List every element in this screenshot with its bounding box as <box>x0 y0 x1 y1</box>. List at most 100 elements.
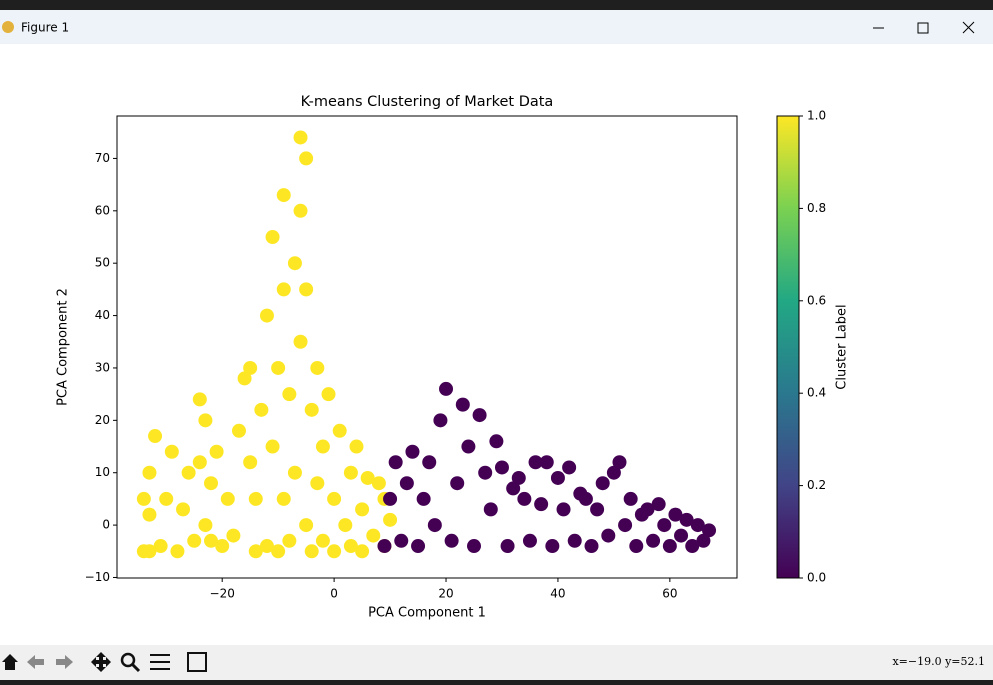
scatter-point <box>226 528 241 543</box>
scatter-point <box>243 455 258 470</box>
scatter-point <box>259 308 274 323</box>
scatter-point <box>181 465 196 480</box>
scatter-point <box>299 282 314 297</box>
scatter-point <box>556 502 571 517</box>
window-title: Figure 1 <box>21 21 69 35</box>
scatter-point <box>674 528 689 543</box>
scatter-point <box>243 360 258 375</box>
scatter-point <box>489 434 504 449</box>
scatter-point <box>276 188 291 203</box>
scatter-point <box>310 360 325 375</box>
scatter-point <box>478 465 493 480</box>
y-tick-label: 30 <box>95 360 110 374</box>
home-button[interactable] <box>2 654 18 670</box>
scatter-point <box>623 491 638 506</box>
scatter-point <box>254 402 269 417</box>
scatter-point <box>153 539 168 554</box>
scatter-point <box>646 533 661 548</box>
colorbar-tick-label: 0.8 <box>807 201 826 215</box>
scatter-point <box>567 533 582 548</box>
scatter-point <box>702 523 717 538</box>
maximize-button[interactable] <box>917 22 929 34</box>
y-tick-label: 60 <box>95 203 110 217</box>
x-tick-label: −20 <box>210 587 235 601</box>
scatter-point <box>265 439 280 454</box>
scatter-point <box>427 518 442 533</box>
scatter-point <box>304 402 319 417</box>
scatter-point <box>433 413 448 428</box>
scatter-point <box>299 151 314 166</box>
scatter-point <box>472 408 487 423</box>
colorbar-tick-label: 0.4 <box>807 386 826 400</box>
scatter-point <box>276 491 291 506</box>
scatter-point <box>662 539 677 554</box>
scatter-point <box>640 502 655 517</box>
scatter-point <box>651 497 666 512</box>
scatter-point <box>198 413 213 428</box>
scatter-point <box>360 470 375 485</box>
scatter-point <box>276 282 291 297</box>
x-axis-label: PCA Component 1 <box>368 606 486 621</box>
scatter-point <box>299 518 314 533</box>
x-tick-label: 20 <box>438 587 453 601</box>
scatter-point <box>467 539 482 554</box>
scatter-point <box>282 533 297 548</box>
scatter-point <box>511 470 526 485</box>
scatter-point <box>690 518 705 533</box>
y-tick-label: 50 <box>95 256 110 270</box>
scatter-point <box>237 371 252 386</box>
scatter-point <box>192 455 207 470</box>
colorbar-tick-label: 1.0 <box>807 109 826 123</box>
pan-button[interactable] <box>91 652 111 672</box>
back-button[interactable] <box>27 655 44 669</box>
scatter-point <box>204 476 219 491</box>
colorbar-tick-label: 0.0 <box>807 571 826 585</box>
scatter-point <box>601 528 616 543</box>
scatter-point <box>383 512 398 527</box>
scatter-point <box>142 544 157 559</box>
scatter-point <box>327 491 342 506</box>
zoom-button[interactable] <box>120 652 136 668</box>
scatter-point <box>209 444 224 459</box>
forward-button[interactable] <box>56 655 73 669</box>
scatter-point <box>271 544 286 559</box>
toolbar-icons <box>2 652 207 673</box>
scatter-point <box>332 423 347 438</box>
scatter-point <box>455 397 470 412</box>
colorbar-label: Cluster Label <box>835 304 850 389</box>
scatter-point <box>483 502 498 517</box>
y-tick-label: 20 <box>95 413 110 427</box>
scatter-point <box>416 491 431 506</box>
x-tick-label: 60 <box>662 587 677 601</box>
y-axis-label: PCA Component 2 <box>56 288 71 406</box>
toolbar <box>0 645 993 680</box>
close-button[interactable] <box>962 21 975 34</box>
scatter-point <box>388 455 403 470</box>
scatter-point <box>164 444 179 459</box>
x-tick-label: 0 <box>330 587 338 601</box>
scatter-point <box>321 387 336 402</box>
y-tick-label: 70 <box>95 151 110 165</box>
scatter-point <box>562 460 577 475</box>
scatter-point <box>629 539 644 554</box>
configure-button[interactable] <box>150 654 170 670</box>
scatter-point <box>287 256 302 271</box>
scatter-point <box>618 518 633 533</box>
scatter-point <box>590 502 605 517</box>
scatter-point <box>287 465 302 480</box>
save-button[interactable] <box>187 652 207 672</box>
scatter-point <box>355 544 370 559</box>
scatter-point <box>231 423 246 438</box>
scatter-point <box>550 470 565 485</box>
scatter-point <box>439 381 454 396</box>
scatter-point <box>578 491 593 506</box>
scatter-point <box>282 387 297 402</box>
scatter-point <box>220 491 235 506</box>
scatter-point <box>366 528 381 543</box>
scatter-point <box>293 334 308 349</box>
scatter-point <box>343 465 358 480</box>
y-tick-label: 10 <box>95 465 110 479</box>
scatter-point <box>444 533 459 548</box>
scatter-point <box>371 476 386 491</box>
